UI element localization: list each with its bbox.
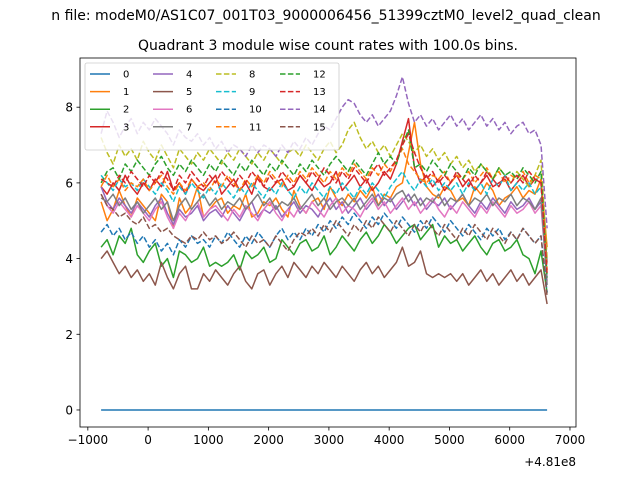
series-line-4: [100, 186, 548, 278]
legend-label-5: 5: [186, 87, 192, 98]
x-tick-label: 4000: [374, 433, 405, 447]
series-line-3: [100, 117, 548, 263]
legend-label-6: 6: [186, 105, 192, 116]
y-tick-label: 6: [65, 176, 73, 190]
y-tick-label: 0: [65, 403, 73, 417]
x-tick-label: 2000: [253, 433, 284, 447]
legend-label-8: 8: [249, 70, 255, 81]
chart-title: Quadrant 3 module wise count rates with …: [138, 38, 518, 54]
series-line-8: [100, 121, 548, 259]
series-line-15: [100, 193, 548, 297]
legend-label-12: 12: [313, 70, 326, 81]
series-line-13: [100, 132, 548, 274]
legend-label-10: 10: [249, 105, 262, 116]
legend-label-2: 2: [123, 105, 129, 116]
y-tick-label: 8: [65, 101, 73, 115]
x-axis-ticks: −1000 0 1000 2000 3000 4000 5000 6000 7000: [68, 427, 586, 447]
x-axis-offset-label: +4.81e8: [524, 455, 576, 469]
x-tick-label: 5000: [434, 433, 465, 447]
plot-area-frame: [79, 57, 577, 428]
legend-label-9: 9: [249, 87, 255, 98]
series-line-2: [100, 223, 548, 293]
series-line-14: [100, 76, 548, 229]
series-line-5: [100, 246, 548, 305]
series-line-7: [100, 189, 548, 286]
y-axis-ticks: 0 2 4 6 8: [65, 101, 80, 417]
x-tick-label: 7000: [555, 433, 586, 447]
series-line-6: [100, 193, 548, 282]
series-line-10: [100, 212, 548, 293]
legend-label-13: 13: [313, 87, 326, 98]
legend-label-1: 1: [123, 87, 129, 98]
y-tick-label: 2: [65, 328, 73, 342]
legend-label-7: 7: [186, 122, 192, 133]
series-line-12: [100, 129, 548, 278]
legend-label-11: 11: [249, 122, 262, 133]
y-tick-label: 4: [65, 252, 73, 266]
legend-label-4: 4: [186, 70, 192, 81]
x-tick-label: −1000: [68, 433, 109, 447]
legend-label-0: 0: [123, 70, 129, 81]
chart-suptitle: n file: modeM0/AS1C07_001T03_9000006456_…: [51, 8, 600, 24]
legend-label-3: 3: [123, 122, 129, 133]
legend-label-14: 14: [313, 105, 326, 116]
x-tick-label: 3000: [314, 433, 345, 447]
series-layer: [100, 76, 548, 411]
legend-label-15: 15: [313, 122, 326, 133]
x-tick-label: 0: [144, 433, 152, 447]
series-line-9: [100, 170, 548, 267]
x-tick-label: 6000: [494, 433, 525, 447]
x-tick-label: 1000: [193, 433, 224, 447]
legend-frame: [84, 62, 340, 151]
